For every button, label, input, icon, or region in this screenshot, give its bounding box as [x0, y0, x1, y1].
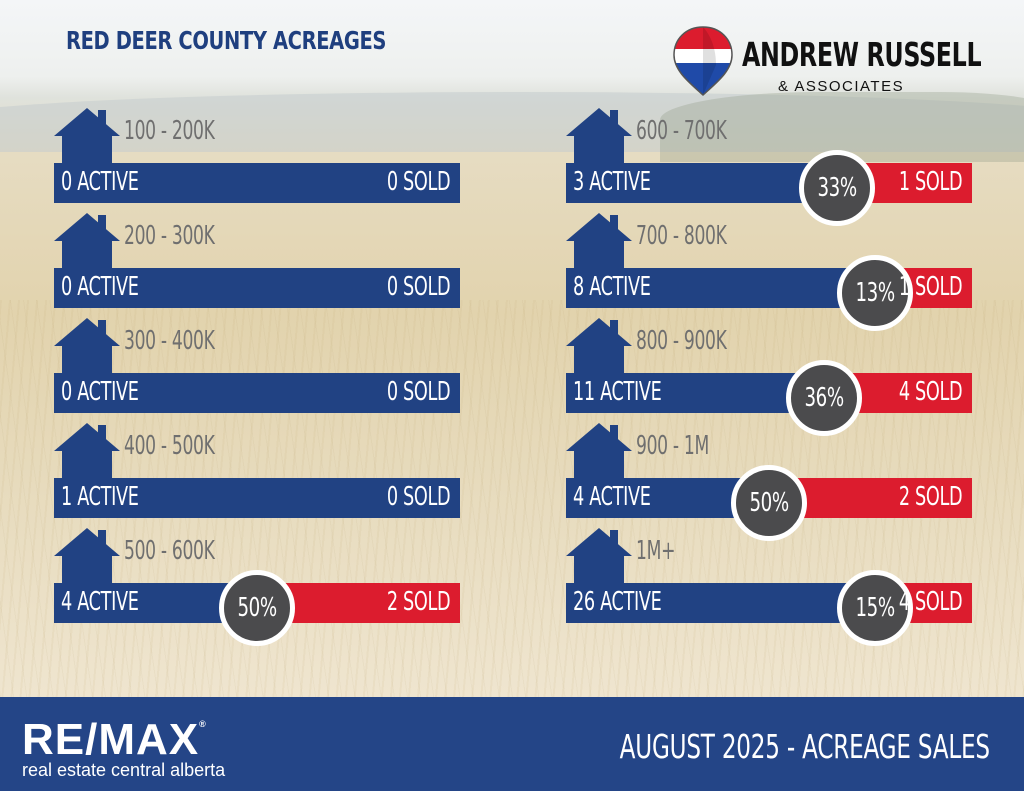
active-bar: 0 ACTIVE 0 SOLD: [54, 268, 460, 308]
price-range-row: 200 - 300K 0 ACTIVE 0 SOLD: [54, 211, 460, 311]
sold-count-label: 0 SOLD: [386, 377, 451, 407]
price-range-row: 300 - 400K 0 ACTIVE 0 SOLD: [54, 316, 460, 416]
house-icon: [54, 423, 120, 481]
price-range-label: 900 - 1M: [636, 431, 709, 461]
house-icon: [566, 423, 632, 481]
sold-count-label: 2 SOLD: [898, 482, 963, 512]
price-range-label: 800 - 900K: [636, 326, 727, 356]
sold-count-label: 2 SOLD: [386, 587, 451, 617]
active-bar: 13% 8 ACTIVE 1 SOLD: [566, 255, 972, 331]
house-icon: [566, 213, 632, 271]
active-count-label: 4 ACTIVE: [573, 482, 651, 512]
active-bar: 50% 4 ACTIVE 2 SOLD: [566, 465, 972, 541]
active-count-label: 4 ACTIVE: [61, 587, 139, 617]
price-range-row: 900 - 1M 50% 4 ACTIVE 2 SOLD: [566, 421, 972, 541]
active-bar: 1 ACTIVE 0 SOLD: [54, 478, 460, 518]
remax-logo: RE/MAX®: [22, 715, 207, 764]
price-range-label: 500 - 600K: [124, 536, 215, 566]
active-count-label: 0 ACTIVE: [61, 167, 139, 197]
percent-sold-label: 13%: [855, 278, 895, 308]
sold-count-label: 1 SOLD: [898, 167, 963, 197]
sold-count-label: 0 SOLD: [386, 272, 451, 302]
price-range-row: 700 - 800K 13% 8 ACTIVE 1 SOLD: [566, 211, 972, 331]
house-icon: [566, 318, 632, 376]
sold-count-label: 1 SOLD: [898, 272, 963, 302]
footer: RE/MAX® real estate central alberta AUGU…: [0, 697, 1024, 791]
sold-count-label: 0 SOLD: [386, 482, 451, 512]
percent-sold-badge: 36%: [786, 360, 862, 436]
balloon-logo-icon: [673, 26, 733, 97]
percent-sold-label: 15%: [855, 593, 895, 623]
sold-count-label: 0 SOLD: [386, 167, 451, 197]
active-bar: 36% 11 ACTIVE 4 SOLD: [566, 360, 972, 436]
active-count-label: 0 ACTIVE: [61, 377, 139, 407]
price-range-label: 600 - 700K: [636, 116, 727, 146]
active-count-label: 26 ACTIVE: [573, 587, 662, 617]
price-range-row: 500 - 600K 50% 4 ACTIVE 2 SOLD: [54, 526, 460, 646]
price-range-label: 400 - 500K: [124, 431, 215, 461]
percent-sold-badge: 50%: [731, 465, 807, 541]
page-title: RED DEER COUNTY ACREAGES: [66, 26, 387, 55]
price-range-label: 100 - 200K: [124, 116, 215, 146]
price-range-label: 200 - 300K: [124, 221, 215, 251]
active-count-label: 0 ACTIVE: [61, 272, 139, 302]
active-count-label: 1 ACTIVE: [61, 482, 139, 512]
house-icon: [566, 528, 632, 586]
price-range-label: 1M+: [636, 536, 676, 566]
percent-sold-label: 50%: [749, 488, 789, 518]
sold-count-label: 4 SOLD: [898, 587, 963, 617]
price-range-label: 700 - 800K: [636, 221, 727, 251]
price-range-row: 100 - 200K 0 ACTIVE 0 SOLD: [54, 106, 460, 206]
house-icon: [54, 528, 120, 586]
price-range-row: 1M+ 15% 26 ACTIVE 4 SOLD: [566, 526, 972, 646]
prairie-background: [0, 0, 1024, 697]
percent-sold-badge: 33%: [799, 150, 875, 226]
remax-tagline: real estate central alberta: [22, 760, 226, 780]
active-bar: 15% 26 ACTIVE 4 SOLD: [566, 570, 972, 646]
price-range-row: 600 - 700K 33% 3 ACTIVE 1 SOLD: [566, 106, 972, 226]
price-range-label: 300 - 400K: [124, 326, 215, 356]
active-count-label: 3 ACTIVE: [573, 167, 651, 197]
active-count-label: 11 ACTIVE: [573, 377, 662, 407]
brand-sub: & ASSOCIATES: [778, 78, 905, 95]
active-bar: 50% 4 ACTIVE 2 SOLD: [54, 570, 460, 646]
percent-sold-badge: 50%: [219, 570, 295, 646]
house-icon: [54, 318, 120, 376]
brand-logo: ANDREW RUSSELL & ASSOCIATES: [672, 25, 982, 100]
percent-sold-badge: 13%: [837, 255, 913, 331]
percent-sold-label: 50%: [237, 593, 277, 623]
footer-title: AUGUST 2025 - ACREAGE SALES: [619, 727, 990, 766]
brand-name: ANDREW RUSSELL: [742, 35, 982, 74]
active-bar: 0 ACTIVE 0 SOLD: [54, 163, 460, 203]
active-count-label: 8 ACTIVE: [573, 272, 651, 302]
price-range-row: 400 - 500K 1 ACTIVE 0 SOLD: [54, 421, 460, 521]
house-icon: [54, 213, 120, 271]
active-bar: 33% 3 ACTIVE 1 SOLD: [566, 150, 972, 226]
sold-count-label: 4 SOLD: [898, 377, 963, 407]
house-icon: [54, 108, 120, 166]
percent-sold-label: 33%: [817, 173, 857, 203]
percent-sold-badge: 15%: [837, 570, 913, 646]
house-icon: [566, 108, 632, 166]
price-range-row: 800 - 900K 36% 11 ACTIVE 4 SOLD: [566, 316, 972, 436]
active-bar: 0 ACTIVE 0 SOLD: [54, 373, 460, 413]
percent-sold-label: 36%: [804, 383, 844, 413]
